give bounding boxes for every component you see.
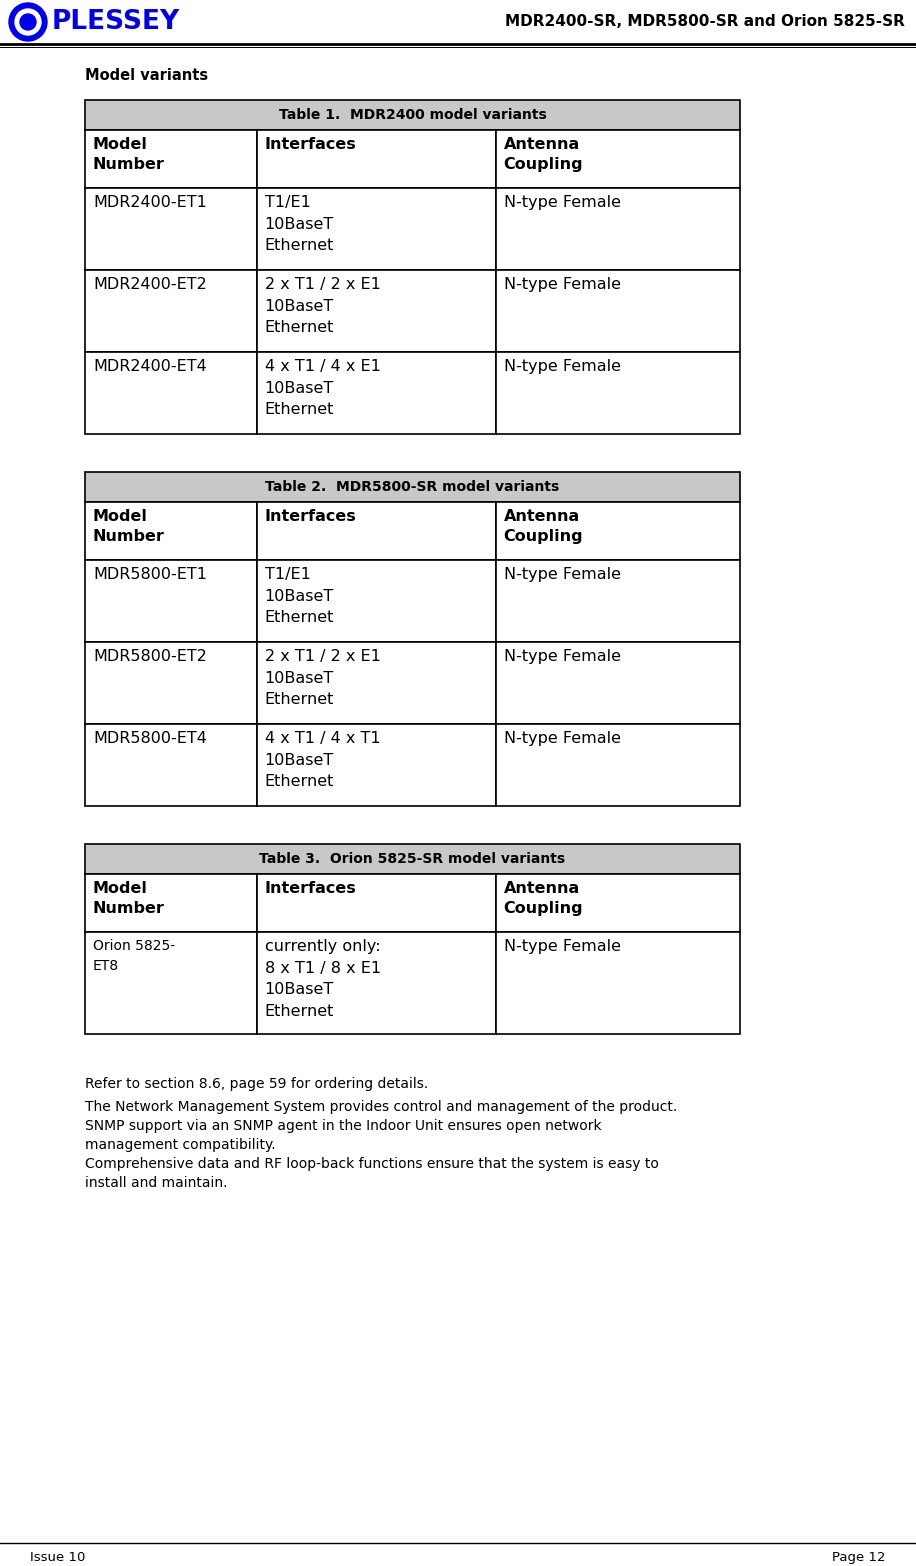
Bar	[85, 723, 256, 806]
Bar	[85, 269, 256, 352]
Text: Comprehensive data and RF loop-back functions ensure that the system is easy to
: Comprehensive data and RF loop-back func…	[85, 1157, 659, 1190]
Text: Interfaces: Interfaces	[265, 509, 356, 525]
Text: N-type Female: N-type Female	[504, 359, 621, 374]
Text: Antenna
Coupling: Antenna Coupling	[504, 136, 583, 172]
Bar	[496, 723, 740, 806]
Bar	[256, 269, 496, 352]
Bar	[496, 188, 740, 269]
Bar	[496, 130, 740, 188]
Bar	[85, 100, 740, 130]
Text: The Network Management System provides control and management of the product.
SN: The Network Management System provides c…	[85, 1099, 677, 1153]
Text: MDR5800-ET2: MDR5800-ET2	[93, 648, 207, 664]
Bar	[496, 352, 740, 434]
Text: T1/E1
10BaseT
Ethernet: T1/E1 10BaseT Ethernet	[265, 567, 334, 625]
Bar	[256, 503, 496, 561]
Bar	[496, 503, 740, 561]
Bar	[85, 352, 256, 434]
Text: T1/E1
10BaseT
Ethernet: T1/E1 10BaseT Ethernet	[265, 196, 334, 254]
Text: Model
Number: Model Number	[93, 882, 165, 916]
Text: N-type Female: N-type Female	[504, 567, 621, 583]
Text: Antenna
Coupling: Antenna Coupling	[504, 882, 583, 916]
Bar	[85, 188, 256, 269]
Text: Model
Number: Model Number	[93, 509, 165, 543]
Bar	[256, 130, 496, 188]
Bar	[85, 844, 740, 874]
Text: MDR5800-ET1: MDR5800-ET1	[93, 567, 207, 583]
Text: Page 12: Page 12	[833, 1550, 886, 1564]
Bar	[256, 561, 496, 642]
Text: N-type Female: N-type Female	[504, 277, 621, 291]
Bar	[85, 503, 256, 561]
Text: N-type Female: N-type Female	[504, 731, 621, 745]
Text: Refer to section 8.6, page 59 for ordering details.: Refer to section 8.6, page 59 for orderi…	[85, 1077, 429, 1092]
Text: Antenna
Coupling: Antenna Coupling	[504, 509, 583, 543]
Bar	[256, 352, 496, 434]
Text: 2 x T1 / 2 x E1
10BaseT
Ethernet: 2 x T1 / 2 x E1 10BaseT Ethernet	[265, 648, 380, 708]
Bar	[496, 642, 740, 723]
Text: Model variants: Model variants	[85, 67, 208, 83]
Text: currently only:
8 x T1 / 8 x E1
10BaseT
Ethernet: currently only: 8 x T1 / 8 x E1 10BaseT …	[265, 940, 381, 1019]
Bar	[85, 932, 256, 1034]
Text: Issue 10: Issue 10	[30, 1550, 85, 1564]
Bar	[496, 269, 740, 352]
Bar	[85, 642, 256, 723]
Bar	[256, 642, 496, 723]
Text: Table 2.  MDR5800-SR model variants: Table 2. MDR5800-SR model variants	[266, 481, 560, 493]
Text: N-type Female: N-type Female	[504, 648, 621, 664]
Text: Table 3.  Orion 5825-SR model variants: Table 3. Orion 5825-SR model variants	[259, 852, 565, 866]
Text: Table 1.  MDR2400 model variants: Table 1. MDR2400 model variants	[278, 108, 546, 122]
Bar	[256, 932, 496, 1034]
Text: MDR5800-ET4: MDR5800-ET4	[93, 731, 207, 745]
Text: MDR2400-ET4: MDR2400-ET4	[93, 359, 207, 374]
Bar	[496, 561, 740, 642]
Bar	[85, 561, 256, 642]
Text: N-type Female: N-type Female	[504, 940, 621, 954]
Text: MDR2400-ET1: MDR2400-ET1	[93, 196, 207, 210]
Bar	[85, 874, 256, 932]
Bar	[85, 130, 256, 188]
Text: MDR2400-SR, MDR5800-SR and Orion 5825-SR: MDR2400-SR, MDR5800-SR and Orion 5825-SR	[505, 14, 905, 30]
Bar	[0, 0, 916, 44]
Bar	[85, 471, 740, 503]
Text: N-type Female: N-type Female	[504, 196, 621, 210]
Text: MDR2400-ET2: MDR2400-ET2	[93, 277, 207, 291]
Text: Interfaces: Interfaces	[265, 136, 356, 152]
Bar	[496, 932, 740, 1034]
Text: Orion 5825-
ET8: Orion 5825- ET8	[93, 940, 175, 972]
Text: 2 x T1 / 2 x E1
10BaseT
Ethernet: 2 x T1 / 2 x E1 10BaseT Ethernet	[265, 277, 380, 335]
Bar	[256, 188, 496, 269]
Bar	[256, 874, 496, 932]
Circle shape	[9, 3, 47, 41]
Circle shape	[15, 9, 41, 34]
Text: 4 x T1 / 4 x E1
10BaseT
Ethernet: 4 x T1 / 4 x E1 10BaseT Ethernet	[265, 359, 380, 417]
Circle shape	[20, 14, 36, 30]
Bar	[496, 874, 740, 932]
Text: 4 x T1 / 4 x T1
10BaseT
Ethernet: 4 x T1 / 4 x T1 10BaseT Ethernet	[265, 731, 380, 789]
Text: PLESSEY: PLESSEY	[52, 9, 180, 34]
Text: Model
Number: Model Number	[93, 136, 165, 172]
Bar	[256, 723, 496, 806]
Text: Interfaces: Interfaces	[265, 882, 356, 896]
